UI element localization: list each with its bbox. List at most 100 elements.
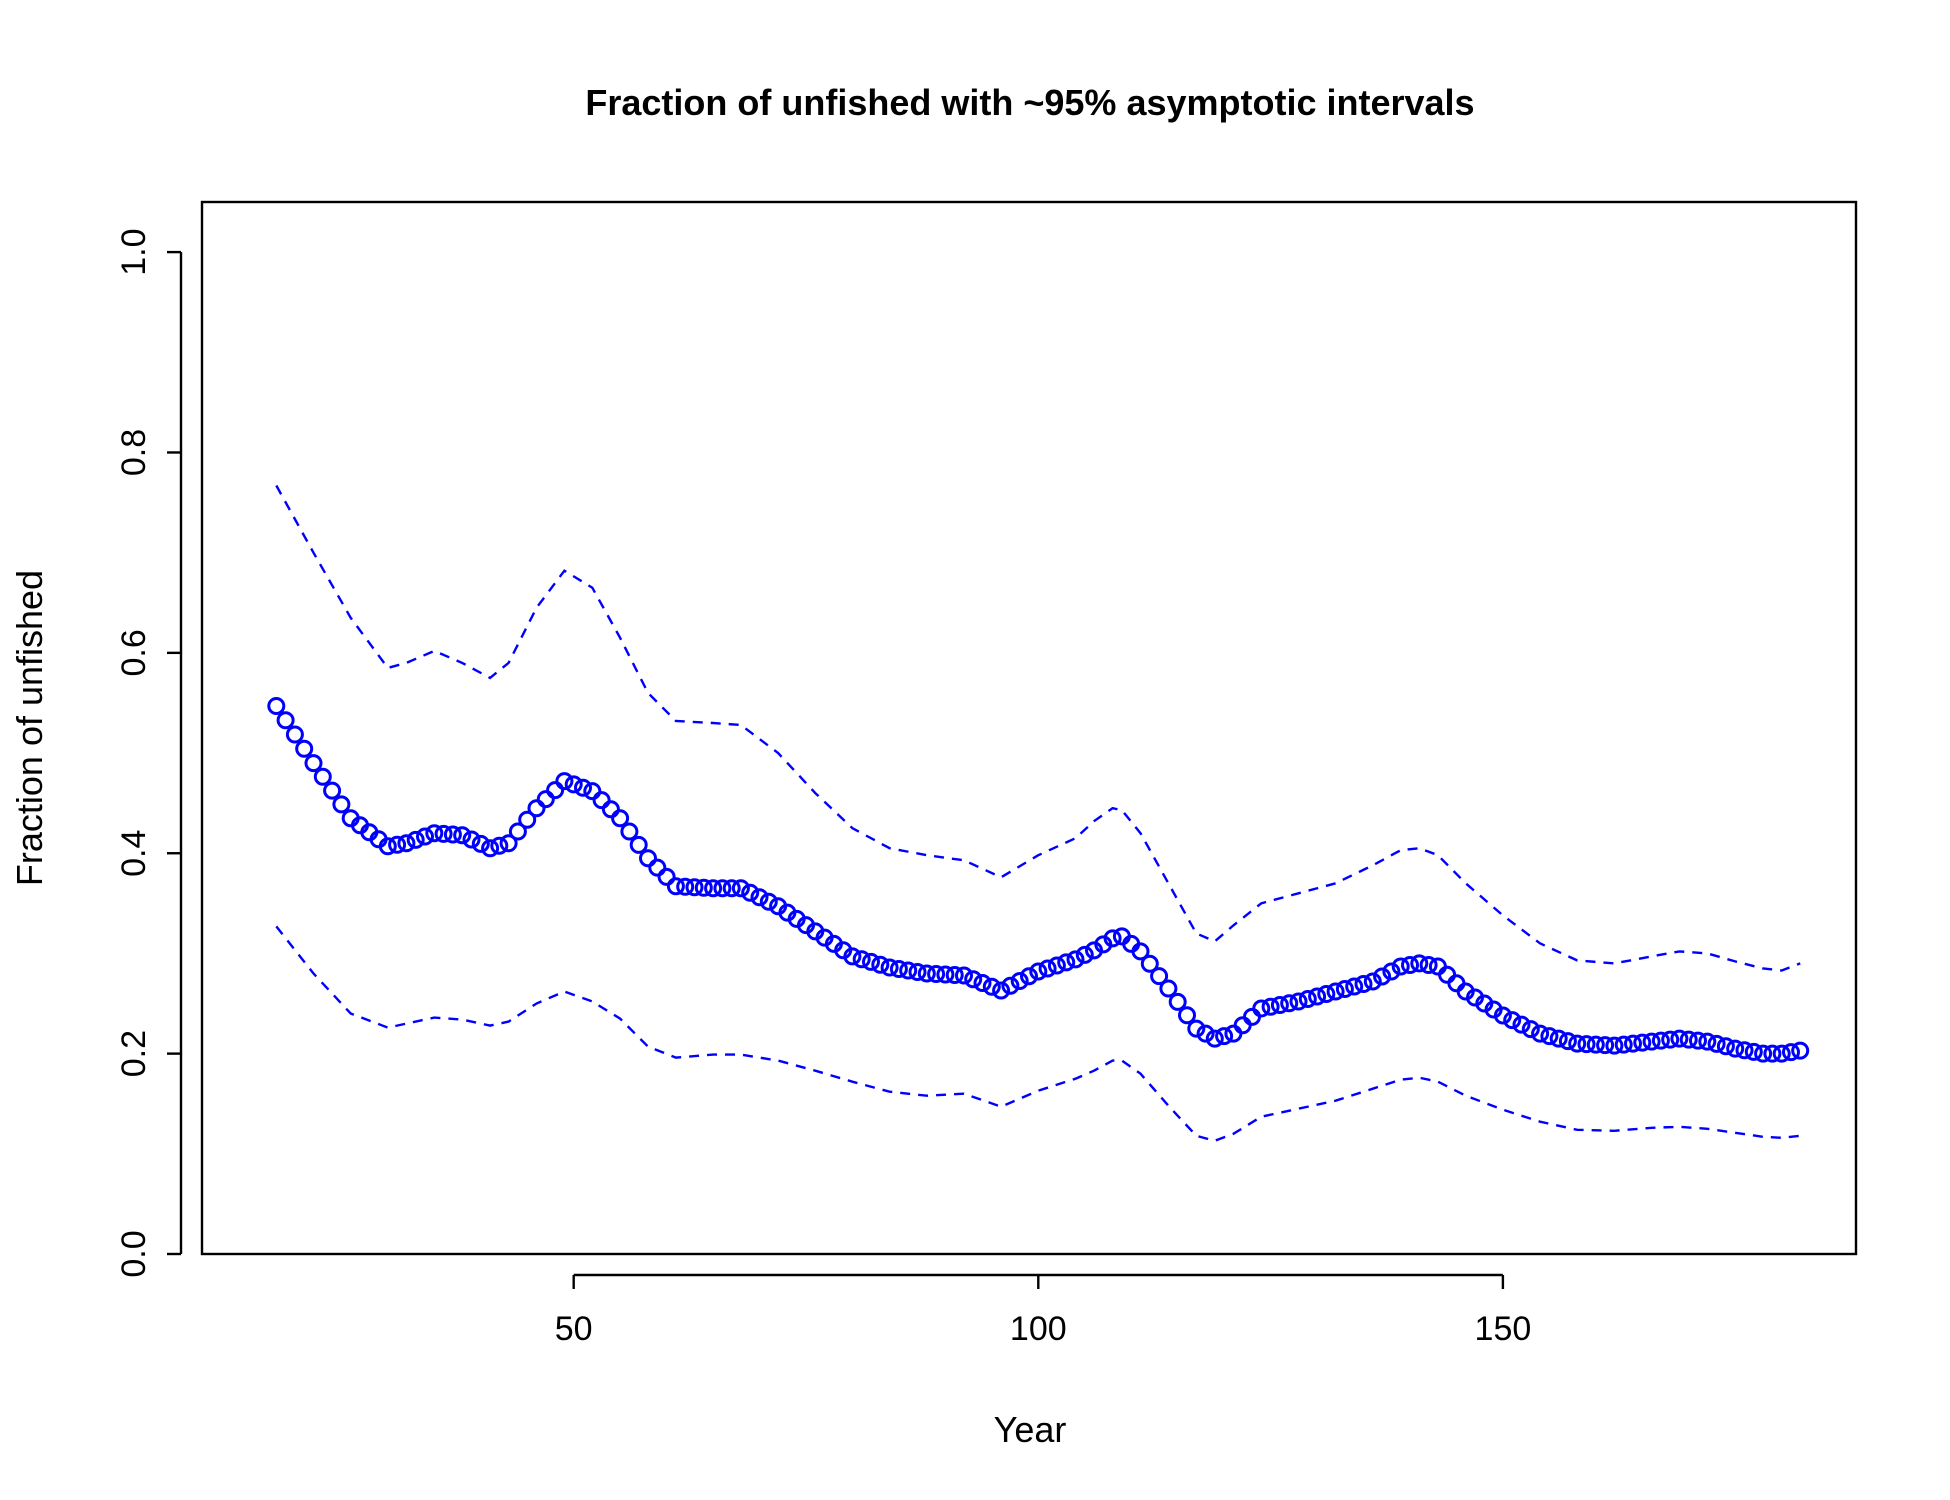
estimate-point	[1001, 976, 1020, 995]
estimate-point	[741, 883, 760, 902]
chart-title: Fraction of unfished with ~95% asymptoti…	[585, 82, 1474, 123]
estimate-point	[499, 834, 518, 853]
estimate-point	[722, 879, 741, 898]
estimate-point	[1187, 1019, 1206, 1038]
estimate-point	[397, 834, 416, 853]
estimate-point	[425, 824, 444, 843]
estimate-point	[1726, 1039, 1745, 1058]
estimate-point	[629, 835, 648, 854]
estimate-point	[1215, 1027, 1234, 1046]
estimate-point	[1763, 1044, 1782, 1063]
estimate-point	[1029, 962, 1048, 981]
estimate-point	[1754, 1044, 1773, 1063]
estimate-point	[1373, 967, 1392, 986]
estimate-point	[1317, 985, 1336, 1003]
estimate-point	[601, 800, 620, 819]
estimate-point	[1243, 1007, 1261, 1026]
estimate-point	[1103, 929, 1122, 948]
lower-interval-line	[275, 925, 1801, 1143]
upper-interval-line	[275, 484, 1801, 972]
estimate-point	[1150, 967, 1169, 986]
estimate-point	[1531, 1024, 1550, 1043]
estimate-point	[1438, 965, 1457, 984]
estimate-point	[917, 964, 936, 983]
estimate-point	[1159, 979, 1178, 998]
estimate-point	[1298, 990, 1317, 1008]
estimate-point	[527, 799, 546, 818]
estimate-point	[1772, 1044, 1791, 1063]
estimate-point	[276, 711, 295, 730]
estimate-point	[555, 772, 574, 791]
estimate-point	[843, 947, 862, 966]
estimate-point	[1540, 1027, 1559, 1046]
estimate-point	[583, 782, 602, 801]
estimate-point	[648, 858, 667, 877]
estimate-point	[731, 879, 750, 898]
estimate-point	[666, 877, 685, 896]
estimate-point	[1335, 980, 1354, 998]
estimate-point	[676, 877, 695, 896]
estimate-point	[313, 767, 332, 786]
estimate-point	[1493, 1006, 1512, 1025]
estimate-point	[592, 791, 611, 810]
estimate-point	[1391, 957, 1410, 976]
estimate-point	[406, 830, 425, 849]
estimate-point	[1270, 996, 1289, 1014]
estimate-point	[1577, 1035, 1596, 1054]
estimate-point	[1261, 997, 1280, 1016]
estimate-point	[704, 879, 723, 898]
estimate-point	[1698, 1032, 1717, 1051]
estimate-point	[471, 834, 490, 853]
estimate-point	[416, 827, 434, 846]
estimate-point	[546, 781, 565, 800]
estimate-point	[1401, 956, 1419, 974]
estimate-point	[378, 837, 397, 856]
estimate-point	[508, 822, 527, 841]
estimate-point	[1512, 1015, 1531, 1034]
estimate-point	[964, 970, 983, 989]
estimate-point	[889, 960, 908, 978]
estimate-point	[1410, 954, 1429, 973]
estimate-point	[323, 781, 342, 800]
estimate-point	[1596, 1036, 1615, 1055]
estimate-point	[1651, 1031, 1670, 1050]
estimate-point	[1020, 967, 1038, 986]
estimate-point	[1447, 974, 1466, 993]
estimate-point	[1661, 1030, 1680, 1049]
estimate-point	[295, 739, 314, 758]
estimate-point	[1689, 1031, 1707, 1050]
estimate-point	[1614, 1035, 1633, 1054]
estimate-point	[267, 697, 286, 715]
estimate-point	[1707, 1034, 1726, 1053]
estimate-point	[1010, 972, 1029, 990]
estimate-point	[1345, 977, 1364, 996]
estimate-point	[1735, 1041, 1754, 1060]
estimate-point	[1791, 1041, 1810, 1060]
estimate-point	[750, 888, 769, 907]
estimate-point	[1521, 1020, 1540, 1039]
estimate-point	[490, 836, 509, 855]
estimate-point	[434, 824, 453, 843]
estimate-point	[1558, 1032, 1577, 1051]
estimate-point	[536, 790, 555, 809]
estimate-point	[862, 952, 880, 971]
estimate-point	[852, 950, 871, 969]
estimate-point	[611, 809, 630, 828]
estimate-point	[982, 977, 1001, 996]
plot-area-border	[200, 200, 1858, 1256]
estimate-point	[992, 981, 1011, 1000]
estimate-point	[1140, 954, 1159, 973]
estimate-point	[304, 754, 323, 773]
y-tick-label: 0.2	[115, 1030, 153, 1077]
estimate-point	[1252, 999, 1271, 1018]
estimate-point	[1679, 1030, 1698, 1049]
estimate-point	[1605, 1036, 1624, 1055]
estimate-point	[1586, 1035, 1605, 1054]
estimate-point	[1196, 1024, 1215, 1043]
y-axis: 0.0 0.2 0.4 0.6 0.8 1.0	[115, 228, 183, 1278]
estimate-point	[285, 725, 304, 744]
x-tick-label: 150	[1475, 1310, 1532, 1348]
estimate-point	[462, 830, 481, 849]
